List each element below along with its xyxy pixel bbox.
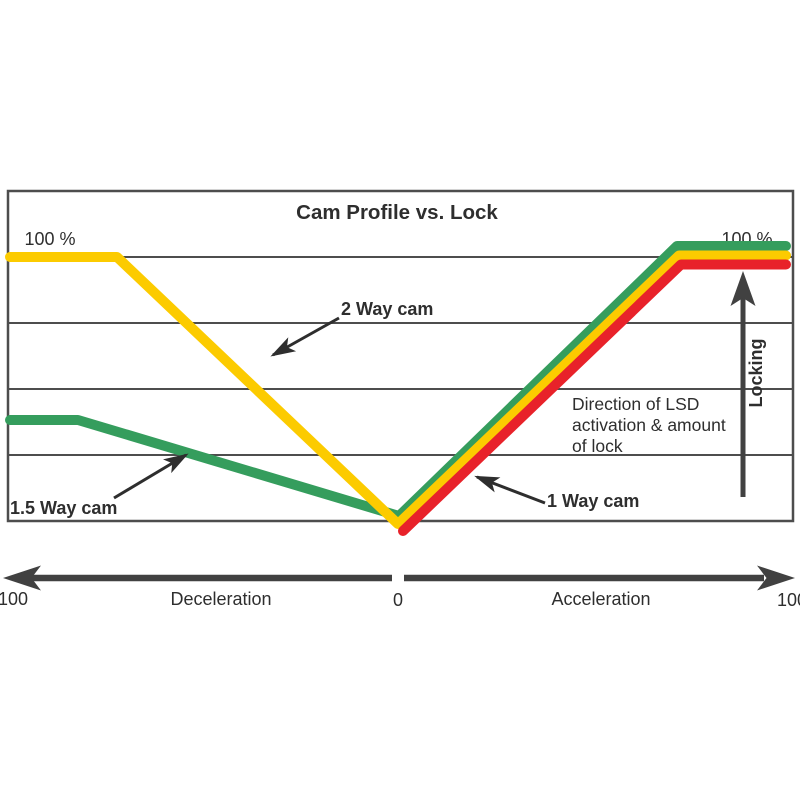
one-five-way-cam-label: 1.5 Way cam <box>10 498 117 518</box>
direction-note-line-2: activation & amount <box>572 415 726 435</box>
x-axis-arrowhead-left <box>3 565 41 591</box>
series-1-way-cam <box>398 259 791 536</box>
axis-label-acceleration: Acceleration <box>551 589 650 609</box>
axis-label-zero: 0 <box>393 590 403 610</box>
chart-title: Cam Profile vs. Lock <box>296 201 498 224</box>
two-way-cam-arrow <box>270 316 340 357</box>
series-1-5-way-cam <box>5 241 791 521</box>
axis-label-100-left: 100 <box>0 589 28 609</box>
left-100-percent-label: 100 % <box>24 229 75 249</box>
locking-label: Locking <box>746 338 766 407</box>
axis-label-100-right: 100 <box>777 590 800 610</box>
direction-note-line-1: Direction of LSD <box>572 394 699 414</box>
one-way-cam-arrow <box>474 475 546 505</box>
plot-border <box>6 189 795 523</box>
series-2-way-cam <box>5 250 791 529</box>
one-five-way-cam-arrow <box>113 453 189 500</box>
direction-note-line-3: of lock <box>572 436 623 456</box>
locking-arrow-head <box>730 271 756 306</box>
one-way-cam-label: 1 Way cam <box>547 491 639 511</box>
two-way-cam-label: 2 Way cam <box>341 299 433 319</box>
axis-label-deceleration: Deceleration <box>170 589 271 609</box>
x-axis-arrowhead-right <box>757 565 795 591</box>
